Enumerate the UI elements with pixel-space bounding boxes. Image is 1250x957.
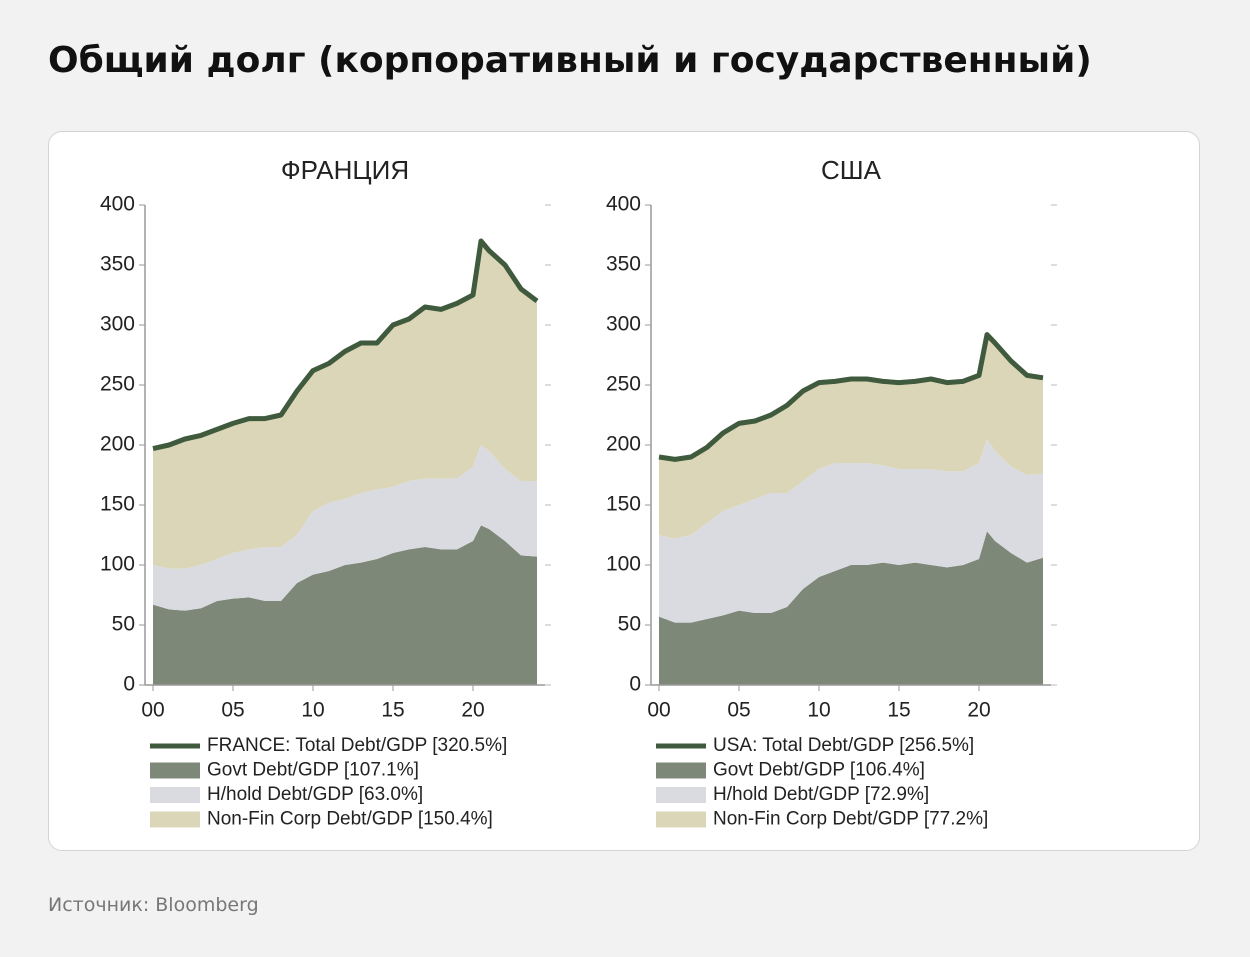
x-tick-label: 10 — [301, 699, 324, 722]
y-tick-label: 350 — [606, 253, 641, 276]
stacked-area — [659, 531, 1043, 685]
x-tick-label: 00 — [141, 699, 164, 722]
legend-label: FRANCE: Total Debt/GDP [320.5%] — [207, 735, 507, 756]
stacked-area — [153, 525, 537, 685]
y-tick-label: 250 — [606, 373, 641, 396]
page-title: Общий долг (корпоративный и государствен… — [48, 40, 1092, 81]
y-tick-label: 300 — [100, 313, 135, 336]
y-tick-label: 400 — [100, 193, 135, 216]
x-tick-label: 15 — [381, 699, 404, 722]
x-tick-label: 00 — [647, 699, 670, 722]
legend-label: H/hold Debt/GDP [72.9%] — [713, 784, 929, 805]
y-tick-label: 0 — [123, 673, 135, 696]
legend-label: Non-Fin Corp Debt/GDP [150.4%] — [207, 809, 493, 830]
legend-swatch — [150, 762, 200, 779]
y-tick-label: 200 — [100, 433, 135, 456]
y-tick-label: 400 — [606, 193, 641, 216]
y-tick-label: 350 — [100, 253, 135, 276]
legend-swatch — [656, 762, 706, 779]
legend-label: Govt Debt/GDP [107.1%] — [207, 760, 419, 781]
y-tick-label: 250 — [100, 373, 135, 396]
y-tick-label: 150 — [606, 493, 641, 516]
legend-label: Govt Debt/GDP [106.4%] — [713, 760, 925, 781]
legend-swatch — [656, 787, 706, 803]
x-tick-label: 05 — [727, 699, 750, 722]
source-note: Источник: Bloomberg — [48, 894, 259, 916]
stacked-area — [659, 439, 1043, 623]
legend-label: H/hold Debt/GDP [63.0%] — [207, 784, 423, 805]
legend-swatch — [656, 811, 706, 828]
chart-title: ФРАНЦИЯ — [281, 155, 409, 185]
x-tick-label: 20 — [461, 699, 484, 722]
y-tick-label: 50 — [618, 613, 641, 636]
stacked-area — [659, 334, 1043, 539]
legend-label: Non-Fin Corp Debt/GDP [77.2%] — [713, 809, 988, 830]
total-line — [152, 238, 539, 452]
y-tick-label: 100 — [100, 553, 135, 576]
y-tick-label: 50 — [112, 613, 135, 636]
y-tick-label: 150 — [100, 493, 135, 516]
legend-swatch — [150, 787, 200, 803]
x-tick-label: 05 — [221, 699, 244, 722]
total-line — [658, 332, 1044, 462]
legend-label: USA: Total Debt/GDP [256.5%] — [713, 735, 974, 756]
x-tick-label: 10 — [807, 699, 830, 722]
x-tick-label: 15 — [887, 699, 910, 722]
legend-swatch — [150, 811, 200, 828]
x-tick-label: 20 — [967, 699, 990, 722]
y-tick-label: 200 — [606, 433, 641, 456]
stacked-area — [153, 241, 537, 569]
y-tick-label: 300 — [606, 313, 641, 336]
chart-title: США — [821, 155, 882, 185]
stacked-area — [153, 445, 537, 611]
y-tick-label: 100 — [606, 553, 641, 576]
y-tick-label: 0 — [629, 673, 641, 696]
